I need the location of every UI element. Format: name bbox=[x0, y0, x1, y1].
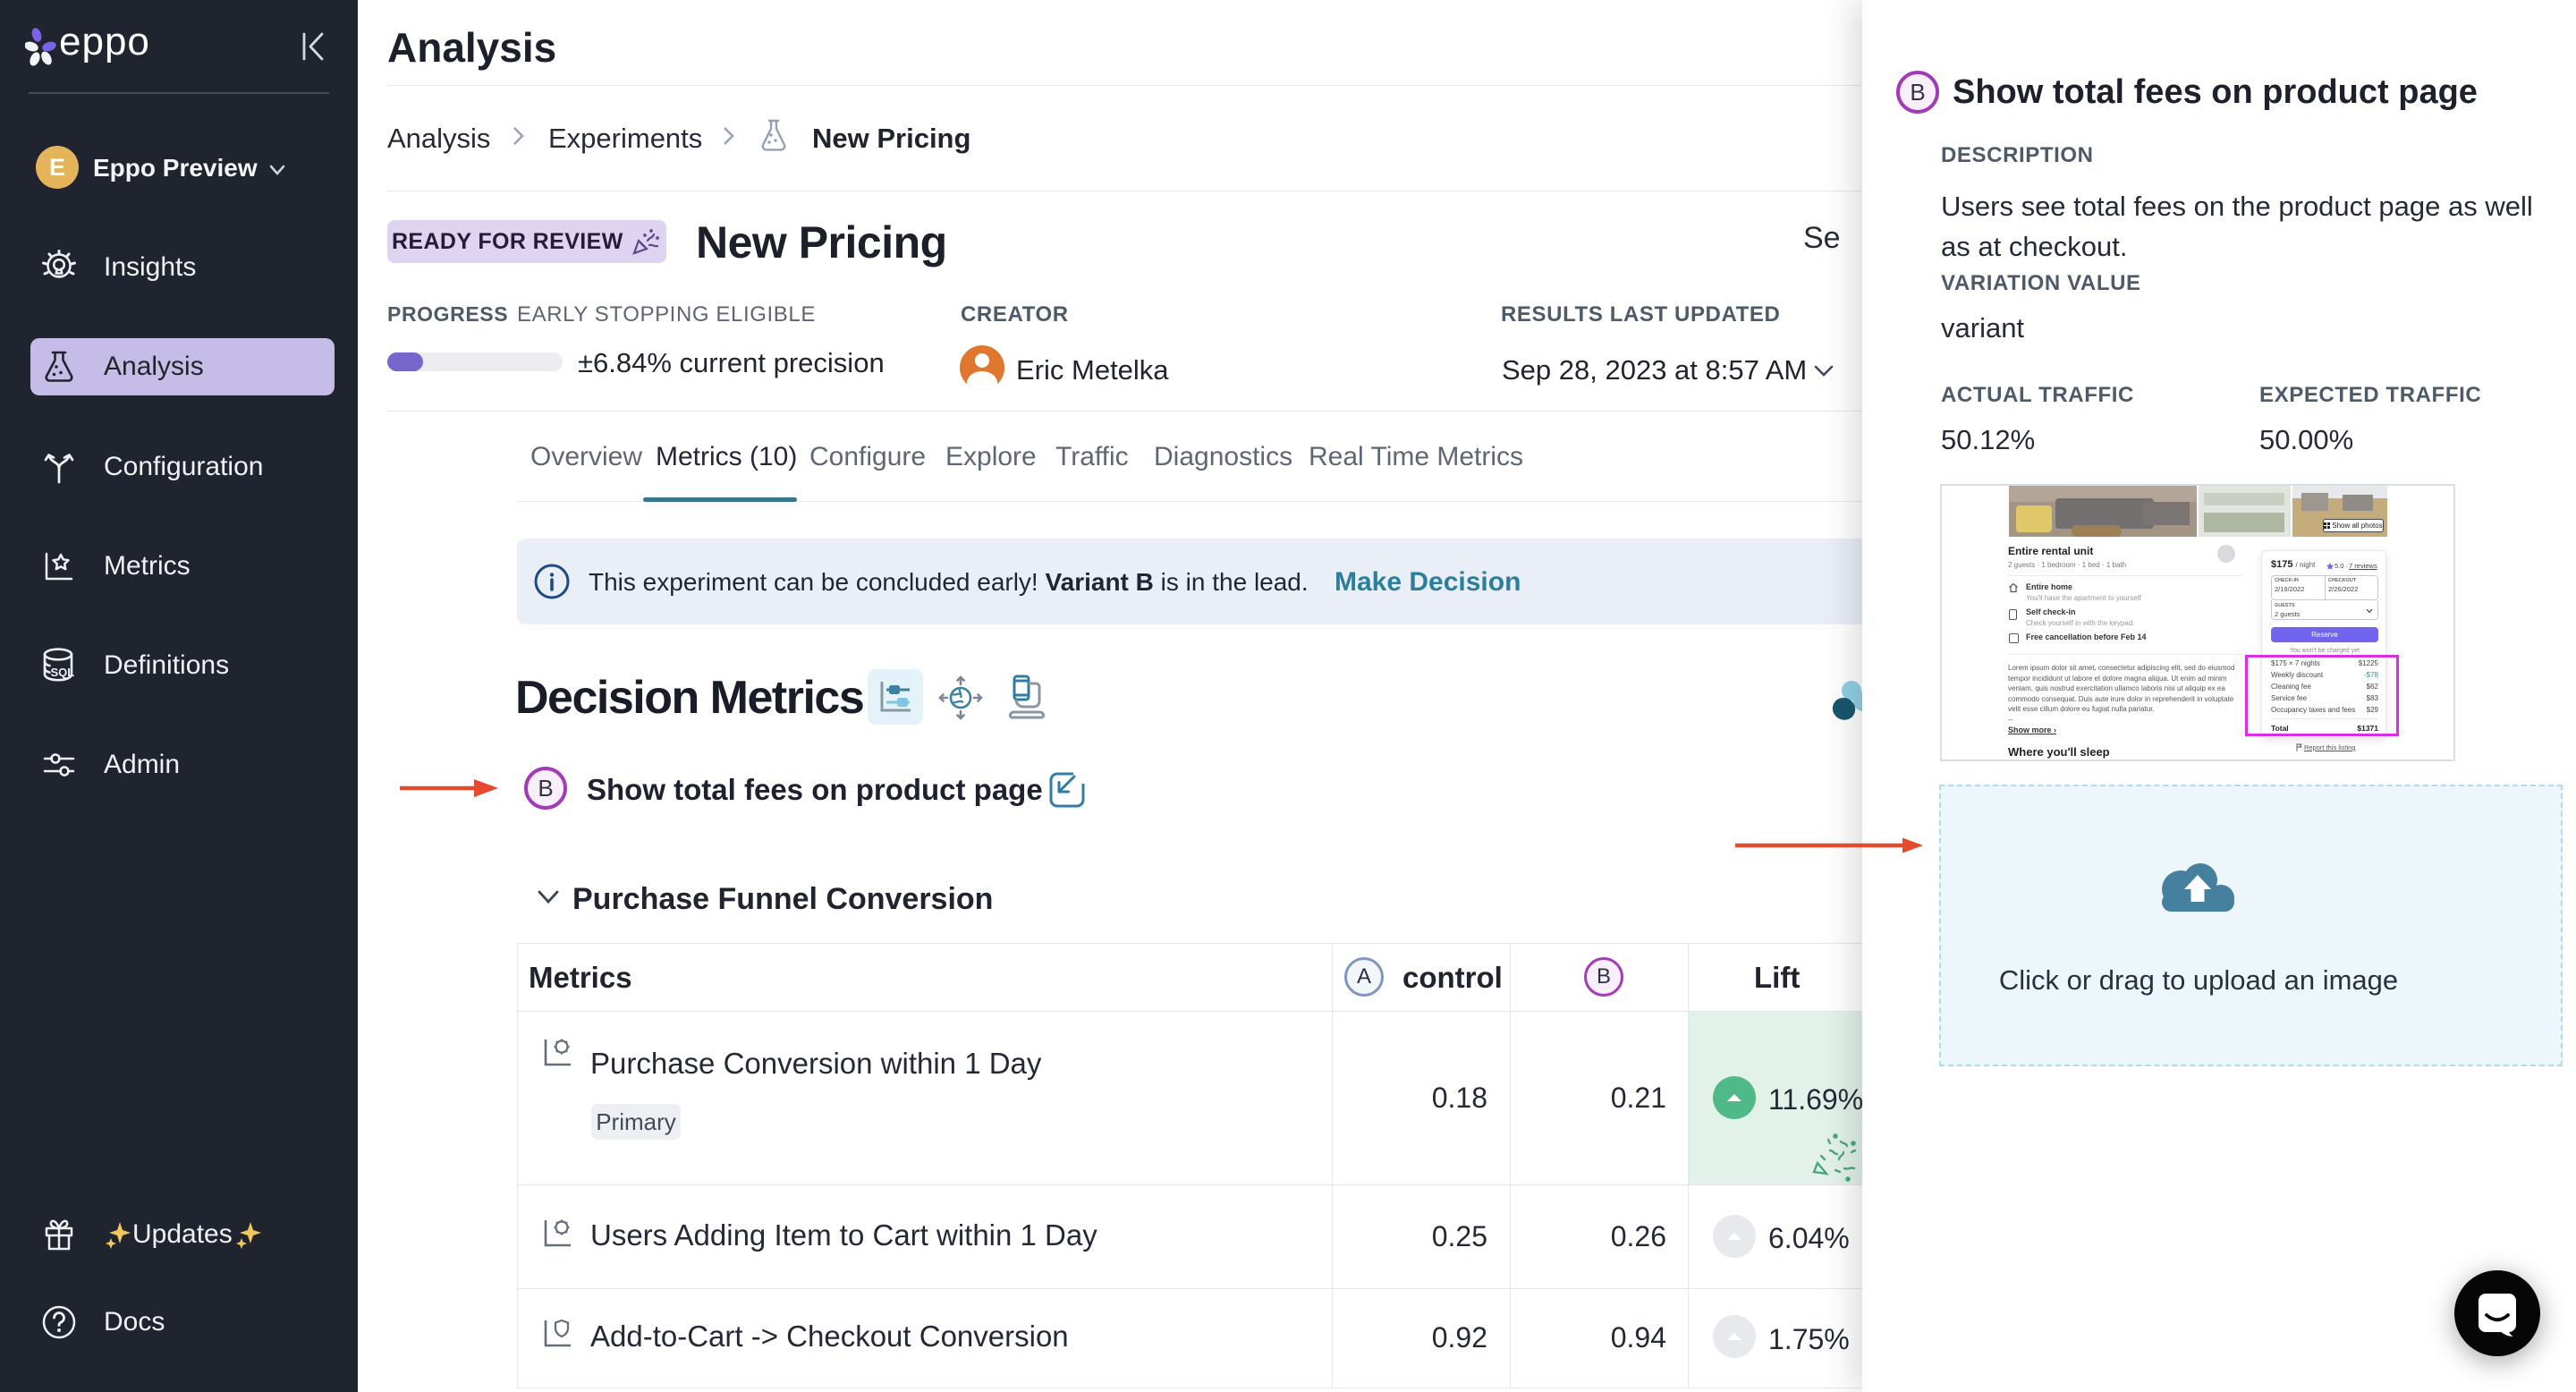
svg-text:SQL: SQL bbox=[51, 666, 75, 679]
